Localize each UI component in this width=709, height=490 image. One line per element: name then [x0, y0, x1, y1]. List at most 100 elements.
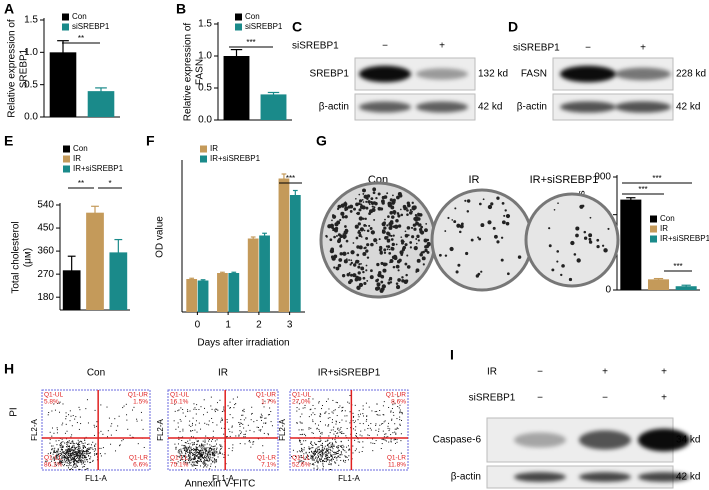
event-dot [339, 431, 341, 433]
event-dot [196, 404, 198, 406]
event-dot [260, 413, 262, 415]
event-dot [180, 407, 182, 409]
event-dot [330, 444, 332, 446]
event-dot [328, 424, 330, 426]
colony [386, 224, 389, 227]
event-dot [330, 445, 332, 447]
event-dot [209, 468, 211, 470]
event-dot [214, 462, 216, 464]
colony [349, 263, 352, 266]
event-dot [200, 446, 202, 448]
event-dot [205, 459, 207, 461]
event-dot [367, 434, 369, 436]
event-dot [69, 459, 71, 461]
event-dot [179, 455, 181, 457]
event-dot [301, 448, 303, 450]
event-dot [80, 459, 82, 461]
event-dot [72, 450, 74, 452]
event-dot [316, 451, 318, 453]
event-dot [216, 447, 218, 449]
legend-swatch [63, 165, 70, 173]
colony [414, 216, 419, 220]
event-dot [83, 461, 85, 463]
colony [337, 204, 342, 209]
event-dot [296, 422, 298, 424]
colony [379, 288, 384, 293]
event-dot [221, 410, 223, 412]
event-dot [75, 455, 77, 457]
event-dot [353, 415, 355, 417]
colony [451, 219, 454, 221]
event-dot [59, 401, 61, 403]
colony [404, 230, 407, 233]
event-dot [197, 441, 199, 443]
event-dot [65, 456, 67, 458]
event-dot [341, 410, 343, 412]
event-dot [315, 451, 317, 453]
event-dot [318, 459, 320, 461]
event-dot [345, 435, 347, 437]
event-dot [328, 452, 330, 454]
event-dot [323, 448, 325, 450]
event-dot [211, 417, 213, 419]
event-dot [328, 461, 330, 463]
event-dot [370, 423, 372, 425]
event-dot [79, 452, 81, 454]
event-dot [379, 424, 381, 426]
event-dot [83, 451, 85, 453]
event-dot [208, 449, 210, 451]
event-dot [198, 452, 200, 454]
event-dot [390, 438, 392, 440]
colony [388, 248, 391, 251]
event-dot [196, 455, 198, 457]
event-dot [65, 412, 67, 414]
event-dot [83, 455, 85, 457]
event-dot [327, 444, 329, 446]
event-dot [184, 459, 186, 461]
event-dot [86, 450, 88, 452]
event-dot [67, 453, 69, 455]
event-dot [61, 438, 63, 440]
event-dot [67, 444, 69, 446]
event-dot [56, 450, 58, 452]
event-dot [55, 456, 57, 458]
event-dot [136, 418, 138, 420]
event-dot [332, 429, 334, 431]
event-dot [329, 463, 331, 465]
event-dot [185, 415, 187, 417]
event-dot [320, 451, 322, 453]
event-dot [72, 466, 74, 468]
event-dot [95, 449, 97, 451]
event-dot [84, 455, 86, 457]
event-dot [50, 451, 52, 453]
event-dot [260, 419, 262, 421]
event-dot [228, 447, 230, 449]
event-dot [70, 464, 72, 466]
event-dot [200, 444, 202, 446]
event-dot [84, 442, 86, 444]
colony [377, 192, 381, 196]
event-dot [78, 461, 80, 463]
event-dot [340, 445, 342, 447]
colony [583, 230, 587, 234]
event-dot [69, 451, 71, 453]
event-dot [190, 456, 192, 458]
event-dot [92, 448, 94, 450]
colony [359, 204, 365, 209]
event-dot [94, 453, 96, 455]
event-dot [308, 446, 310, 448]
event-dot [190, 436, 192, 438]
event-dot [194, 461, 196, 463]
colony [371, 205, 374, 208]
event-dot [205, 457, 207, 459]
event-dot [74, 453, 76, 455]
colony [358, 208, 362, 212]
event-dot [341, 433, 343, 435]
event-dot [239, 443, 241, 445]
event-dot [206, 423, 208, 425]
colony [357, 271, 361, 275]
event-dot [301, 451, 303, 453]
event-dot [215, 459, 217, 461]
event-dot [184, 448, 186, 450]
event-dot [263, 406, 265, 408]
